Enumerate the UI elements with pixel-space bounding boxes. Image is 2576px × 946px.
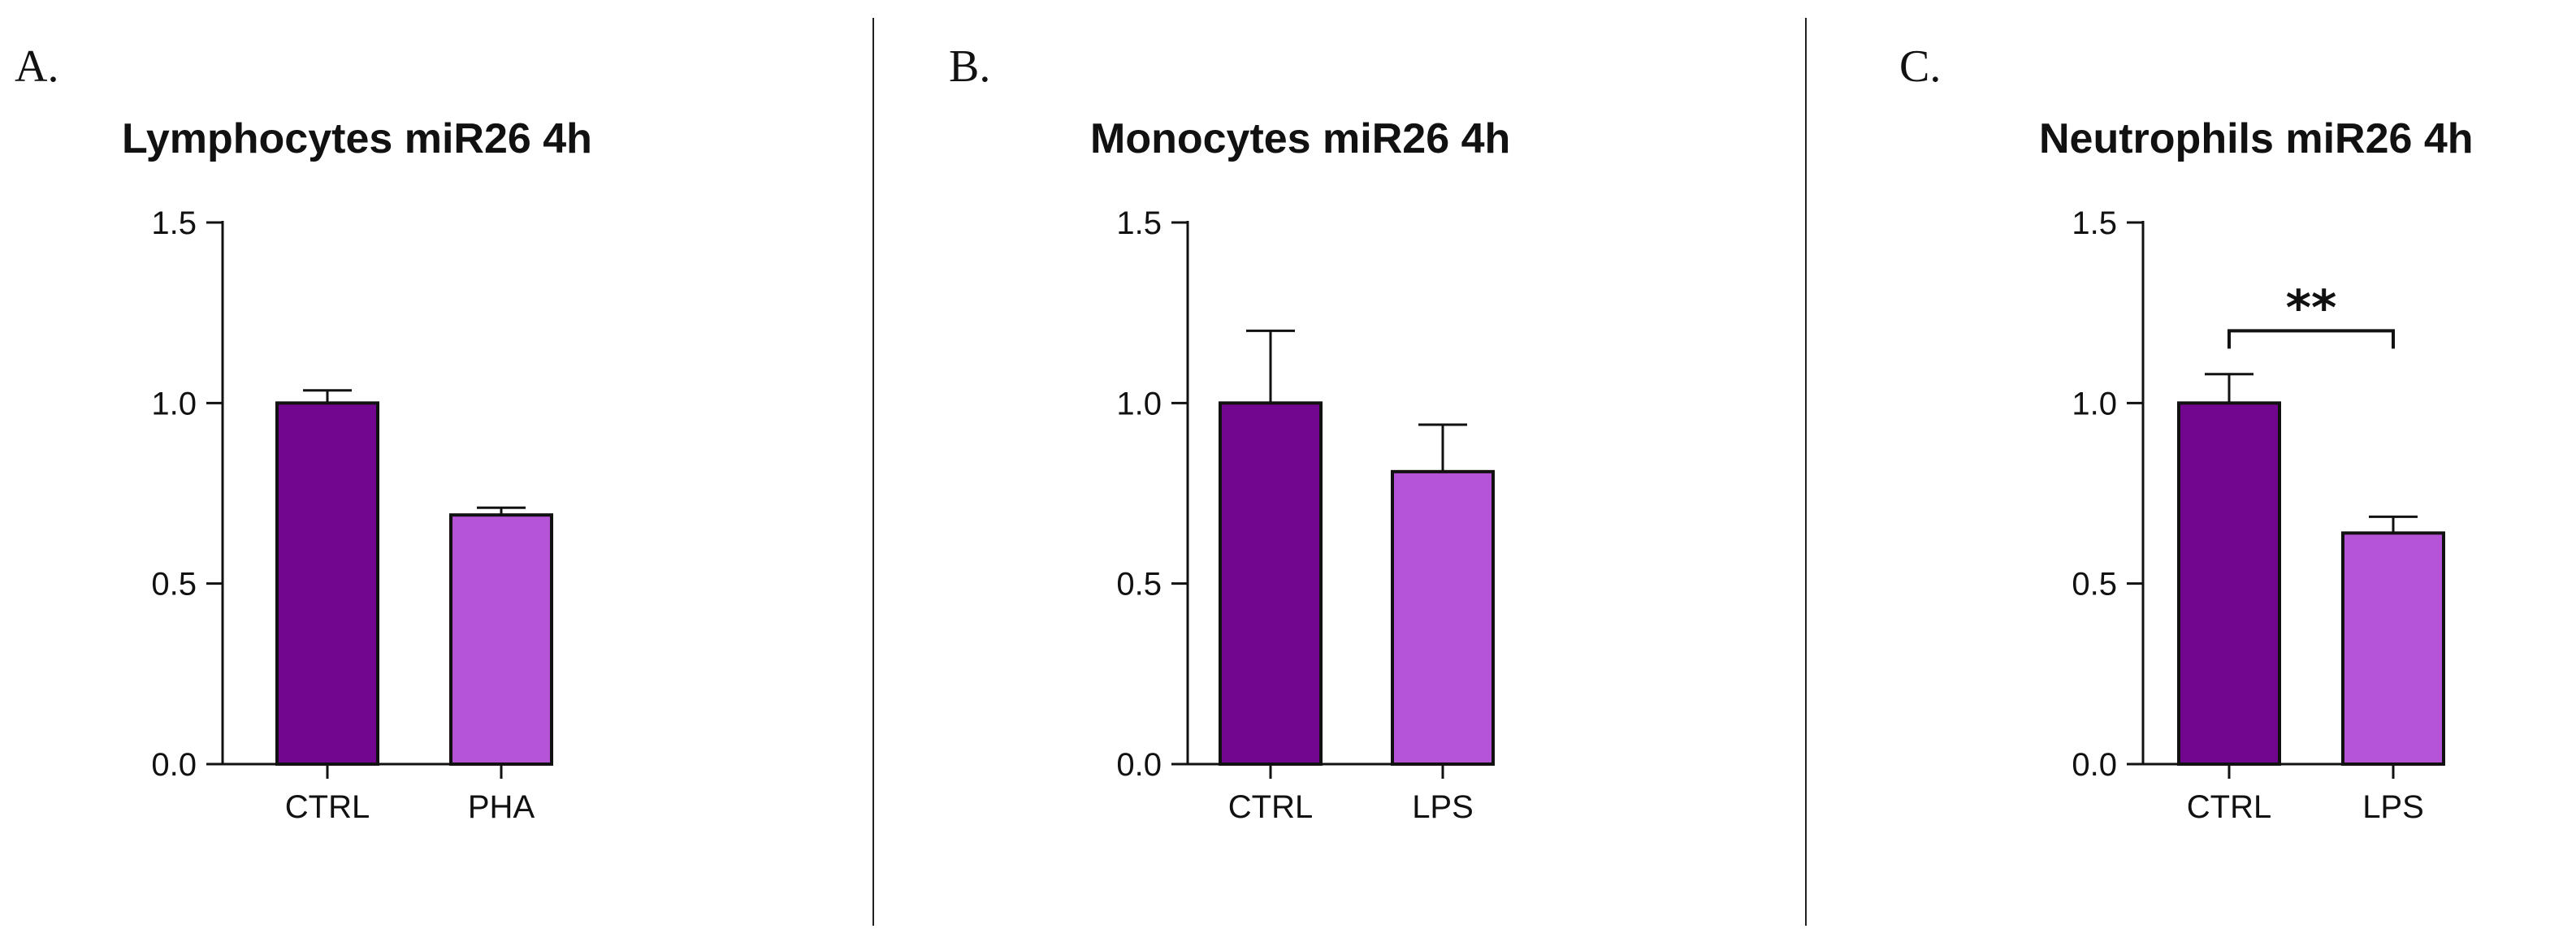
panel-label: C.: [1899, 41, 1941, 92]
x-tick-label: CTRL: [2187, 789, 2271, 825]
bar: [2177, 401, 2281, 766]
chart-panel-a: A. Lymphocytes miR26 4h 0.0 0.5 1.0 1.5 CTR…: [15, 41, 592, 825]
y-tick-label: 0.5: [151, 567, 197, 603]
y-tick-label: 0.0: [2072, 747, 2117, 783]
y-tick-label: 1.0: [151, 386, 197, 421]
significance-bracket: [2227, 329, 2395, 349]
x-tick-label: LPS: [1412, 789, 1474, 825]
panel-label: B.: [949, 41, 990, 92]
y-tick-label: 1.5: [151, 205, 197, 241]
bar: [2341, 531, 2445, 766]
chart-title: Monocytes miR26 4h: [1090, 115, 1510, 162]
y-tick-label: 1.5: [2072, 205, 2117, 241]
y-tick-label: 0.5: [2072, 567, 2117, 603]
y-tick-label: 0.0: [1116, 747, 1162, 783]
chart-title: Lymphocytes miR26 4h: [122, 115, 592, 162]
panel-label: A.: [15, 41, 58, 92]
x-tick-label: LPS: [2362, 789, 2424, 825]
x-tick-label: CTRL: [285, 789, 370, 825]
bar: [1391, 469, 1495, 766]
bar: [449, 513, 553, 766]
significance-label: **: [2286, 279, 2337, 336]
chart-panel-c: C. Neutrophils miR26 4h 0.0 0.5 1.0 1.5 CTR…: [1899, 41, 2474, 825]
chart-title: Neutrophils miR26 4h: [2039, 115, 2474, 162]
y-tick-label: 1.0: [2072, 386, 2117, 421]
y-tick-label: 0.0: [151, 747, 197, 783]
bar: [275, 401, 379, 766]
chart-panel-b: B. Monocytes miR26 4h 0.0 0.5 1.0 1.5 CTRL L…: [949, 41, 1510, 825]
y-tick-label: 1.5: [1116, 205, 1162, 241]
x-tick-label: PHA: [468, 789, 535, 825]
x-tick-label: CTRL: [1228, 789, 1313, 825]
y-tick-label: 1.0: [1116, 386, 1162, 421]
bar: [1219, 401, 1323, 766]
y-tick-label: 0.5: [1116, 567, 1162, 603]
